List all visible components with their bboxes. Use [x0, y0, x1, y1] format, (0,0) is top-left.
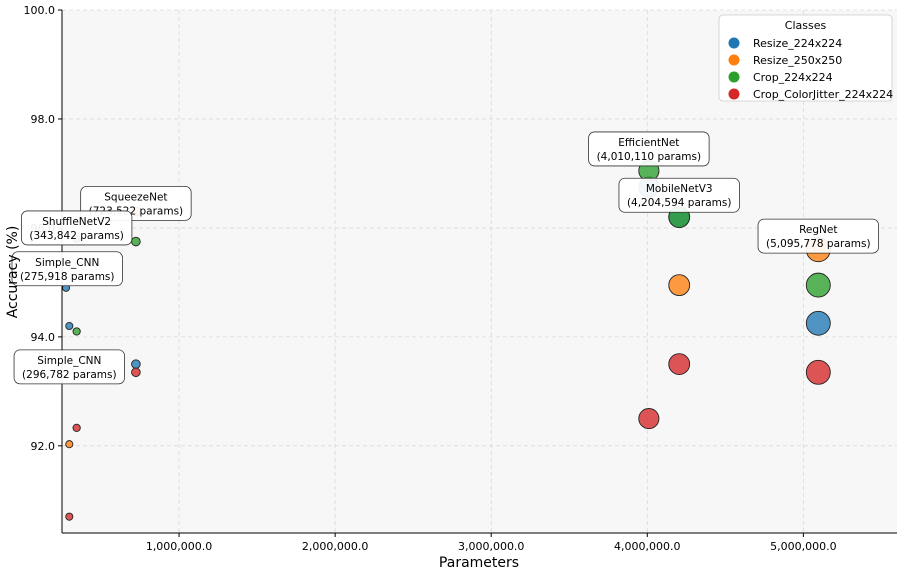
data-point: [131, 367, 141, 378]
annotation-model-name: EfficientNet: [618, 137, 679, 149]
annotation-model-name: ShuffleNetV2: [42, 216, 111, 228]
legend-marker: [728, 88, 740, 100]
data-point: [72, 423, 81, 432]
legend-marker: [728, 37, 740, 49]
annotation-model-name: MobileNetV3: [646, 183, 713, 195]
annotations: SqueezeNet(723,522 params)ShuffleNetV2(3…: [11, 131, 879, 385]
y-tick-label: 94.0: [31, 331, 56, 344]
annotation-frame: [588, 131, 710, 167]
annotation-model-name: SqueezeNet: [104, 191, 167, 203]
legend-entry-label: Crop_224x224: [753, 71, 833, 84]
data-point: [668, 274, 691, 297]
annotation-param-count: (4,010,110 params): [597, 151, 702, 163]
annotation-box: Simple_CNN (275,918 params): [11, 251, 123, 287]
annotation-box: Simple_CNN (296,782 params): [13, 349, 125, 385]
data-point: [65, 440, 74, 449]
annotation-frame: [13, 349, 125, 385]
annotation-frame: [11, 251, 123, 287]
ticks: 1,000,000.0 2,000,000.0 3,000,000.0 4,000,0…: [24, 4, 837, 553]
annotation-frame: [20, 210, 133, 246]
legend-entry-label: Resize_250x250: [753, 54, 842, 67]
data-point: [65, 321, 74, 331]
y-tick-label: 100.0: [24, 4, 56, 17]
annotation-param-count: (4,204,594 params): [627, 197, 732, 209]
x-tick-label: 5,000,000.0: [770, 540, 836, 553]
annotation-box: RegNet (5,095,778 params): [757, 218, 879, 254]
data-point: [805, 359, 831, 385]
x-tick-label: 2,000,000.0: [302, 540, 368, 553]
data-point: [131, 236, 141, 247]
x-tick-label: 4,000,000.0: [614, 540, 680, 553]
legend-marker: [728, 54, 740, 66]
annotation-param-count: (343,842 params): [29, 230, 124, 242]
data-point: [638, 408, 660, 430]
y-tick-label: 98.0: [31, 113, 56, 126]
data-point: [668, 353, 691, 375]
legend-frame: [718, 14, 893, 102]
data-point: [805, 310, 831, 336]
annotation-param-count: (275,918 params): [20, 271, 115, 283]
legend-title: Classes: [785, 19, 827, 32]
legend-marker: [728, 71, 740, 83]
x-tick-label: 1,000,000.0: [146, 540, 212, 553]
annotation-model-name: Simple_CNN: [37, 355, 101, 367]
legend-entry-label: Resize_224x224: [753, 37, 842, 50]
legend: Classes Resize_224x224 Resize_250x250 Crop_…: [718, 14, 893, 102]
y-tick-label: 92.0: [31, 440, 56, 453]
data-point: [805, 272, 831, 298]
annotation-model-name: RegNet: [799, 224, 837, 236]
data-point: [65, 512, 74, 521]
x-tick-label: 3,000,000.0: [458, 540, 524, 553]
data-point: [72, 327, 81, 336]
x-axis-title: Parameters: [439, 555, 519, 571]
y-axis-title: Accuracy (%): [5, 226, 21, 319]
annotation-model-name: Simple_CNN: [35, 257, 99, 269]
legend-entry-label: Crop_ColorJitter_224x224: [753, 88, 893, 101]
annotation-box: EfficientNet (4,010,110 params): [588, 131, 710, 167]
annotation-box: MobileNetV3 (4,204,594 params): [618, 177, 740, 213]
annotation-box: ShuffleNetV2 (343,842 params): [20, 210, 133, 246]
annotation-frame: [757, 218, 879, 254]
annotation-param-count: (5,095,778 params): [766, 238, 871, 250]
annotation-frame: [618, 177, 740, 213]
annotation-param-count: (296,782 params): [22, 369, 117, 381]
data-point: [131, 359, 141, 369]
